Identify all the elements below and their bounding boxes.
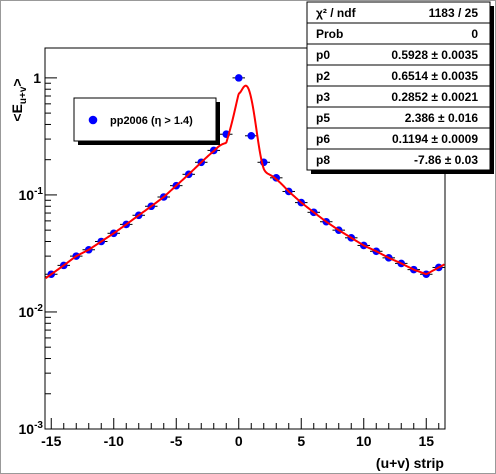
stats-row-label: p2 [316, 69, 330, 83]
fit-layer [45, 84, 445, 280]
x-tick-label: 5 [297, 433, 305, 449]
fit-curve [45, 84, 445, 280]
y-tick-label: 1 [33, 70, 41, 86]
stats-row-label: p6 [316, 132, 330, 146]
x-tick-label: 15 [418, 433, 434, 449]
stats-row-value: 0.2852 ± 0.0021 [391, 90, 478, 104]
y-tick-label: 10-2 [19, 303, 44, 320]
y-tick-label: 10-3 [19, 420, 44, 437]
stats-row-value: 1183 / 25 [429, 6, 479, 20]
x-axis-label: (u+v) strip [376, 455, 444, 471]
axis-layer: -15 -10 -5 0 5 10 15 1 10-1 10-2 10-3 [19, 70, 440, 449]
stats-row-value: 0.1194 ± 0.0009 [392, 132, 478, 146]
legend-marker [88, 115, 98, 125]
stats-row-label: p8 [316, 153, 330, 167]
stats-box: χ² / ndf 1183 / 25 Prob 0 p0 0.5928 ± 0.0035 p… [306, 1, 494, 174]
legend: pp2006 (η > 1.4) [73, 97, 220, 145]
stats-row-label: χ² / ndf [316, 6, 357, 20]
stats-row-label: p0 [316, 48, 330, 62]
x-tick-label: -5 [170, 433, 183, 449]
x-tick-label: -10 [104, 433, 124, 449]
stats-row-value: 2.386 ± 0.016 [405, 111, 479, 125]
x-tick-label: 0 [235, 433, 243, 449]
legend-box [73, 97, 217, 142]
stats-row-label: Prob [316, 27, 343, 41]
x-tick-label: 10 [356, 433, 372, 449]
stats-row-value: 0 [471, 27, 478, 41]
stats-row-label: p3 [316, 90, 330, 104]
y-axis-label: <Eu+v> [9, 78, 29, 121]
legend-entry-label: pp2006 (η > 1.4) [110, 115, 193, 127]
data-point [234, 74, 243, 82]
data-point [247, 131, 256, 140]
stats-row-value: 0.5928 ± 0.0035 [391, 48, 478, 62]
y-axis-label-subscript: u+v [18, 86, 29, 104]
x-tick-label: -15 [41, 433, 61, 449]
stats-row-label: p5 [316, 111, 330, 125]
y-tick-label: 10-1 [19, 186, 44, 203]
stats-row-value: 0.6514 ± 0.0035 [391, 69, 478, 83]
stats-row-value: -7.86 ± 0.03 [414, 153, 478, 167]
